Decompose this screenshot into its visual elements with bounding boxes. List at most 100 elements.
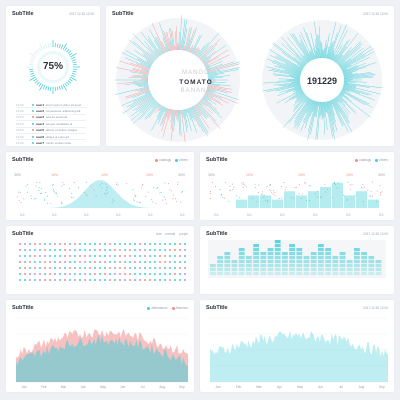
radial-ray	[157, 105, 162, 111]
scatter-point	[371, 195, 373, 197]
matrix-dot	[49, 249, 51, 251]
radial-ray	[300, 42, 312, 62]
bar-segment	[217, 264, 223, 268]
radial-ray	[317, 101, 321, 140]
scatter-point	[308, 185, 310, 187]
bar-segment	[231, 260, 238, 264]
gauge-tick	[67, 80, 72, 84]
list-time: 12:00	[16, 115, 24, 120]
matrix-dot	[79, 261, 81, 263]
matrix-dot	[184, 273, 186, 275]
radial-ray	[296, 92, 305, 99]
list-item[interactable]: 12:00 user7 minim veniam quis	[16, 140, 86, 146]
scatter-point	[134, 196, 136, 198]
radial-ray	[326, 46, 330, 59]
matrix-dot	[59, 261, 61, 263]
scatter-point	[301, 193, 303, 195]
radial-ray	[279, 86, 301, 93]
radial-ray	[182, 28, 188, 51]
radial-ray	[191, 106, 208, 137]
scatter-point	[336, 187, 338, 189]
bar-segment	[318, 264, 324, 268]
radial-ray	[184, 27, 191, 51]
bar-segment	[318, 272, 324, 276]
marker: 10%	[146, 173, 153, 177]
list-item[interactable]: 12:00 user2 consectetur adipiscing elit	[16, 108, 86, 115]
scatter-point	[267, 201, 269, 203]
card-title: SubTitle	[12, 231, 34, 237]
word-list: MANGO TOMATO BANANA	[148, 69, 244, 96]
scatter-point	[159, 192, 161, 194]
scatter-point	[61, 203, 63, 205]
gauge-tick	[45, 44, 48, 49]
radial-ray	[325, 101, 333, 138]
scatter-point	[33, 198, 35, 200]
bar-segment	[339, 264, 346, 268]
matrix-dot	[154, 267, 156, 269]
radial-ray	[204, 93, 221, 103]
radial-ray	[275, 84, 301, 92]
scatter-point	[269, 184, 271, 186]
matrix-dot	[79, 267, 81, 269]
matrix-dot	[34, 249, 36, 251]
radial-ray	[341, 90, 373, 108]
scatter-point	[380, 191, 382, 193]
bar-segment	[310, 264, 317, 268]
radial-ray	[292, 95, 308, 111]
list-item[interactable]: 12:00 user4 tempor incididunt ut	[16, 121, 86, 128]
legend-item: catalogs	[355, 158, 371, 162]
matrix-dot	[29, 279, 31, 281]
scatter-point	[229, 185, 231, 187]
radial-ray	[318, 101, 320, 106]
list-item[interactable]: 12:00 user5 labore et dolore magna	[16, 128, 86, 134]
bar-segment	[282, 264, 288, 268]
bar-segment	[325, 272, 331, 276]
radial-ray	[133, 74, 149, 77]
x-tick-label: Apr	[81, 385, 87, 389]
list-item[interactable]: 12:00 user1 lorem ipsum dolor sit amet	[16, 102, 86, 109]
scatter-point	[281, 197, 283, 199]
scatter-point	[251, 197, 253, 199]
matrix-dot	[19, 279, 21, 281]
bar-segment	[325, 248, 331, 252]
y-label: 30%	[208, 173, 215, 177]
bar-segment	[224, 256, 231, 260]
x-tick-label: 0.0	[148, 213, 153, 217]
bar-segment	[238, 256, 245, 260]
list-item[interactable]: 12:00 user6 aliqua ut enim ad	[16, 134, 86, 141]
matrix-dot	[29, 255, 31, 257]
radial-card: SubTitle 2017.12.30 12:00 MANGO TOMATO B…	[106, 6, 394, 146]
radial-ray	[191, 34, 202, 54]
gauge-tick	[70, 53, 77, 58]
matrix-dot	[19, 249, 21, 251]
matrix-dot	[74, 255, 76, 257]
radial-ray	[337, 43, 361, 66]
radial-ray	[147, 35, 162, 56]
radial-ray	[168, 109, 172, 121]
x-tick-label: 0.0	[280, 213, 285, 217]
matrix-dot	[114, 279, 116, 281]
status-dot	[32, 103, 34, 106]
radial-ray	[273, 82, 301, 86]
radial-ray	[310, 51, 315, 60]
radial-ray	[328, 101, 338, 132]
radial-ray	[161, 108, 169, 132]
gauge-tick	[38, 82, 42, 87]
gauge-tick	[47, 43, 50, 48]
matrix-dot	[124, 261, 126, 263]
radial-ray	[343, 85, 356, 90]
list-item[interactable]: 12:00 user3 sed do eiusmod	[16, 115, 86, 122]
x-tick-label: Mar	[256, 385, 262, 389]
bar-segment	[354, 272, 360, 276]
radial-ray	[341, 89, 370, 105]
bar-segment	[375, 268, 382, 272]
radial-ray	[140, 62, 151, 68]
radial-ray	[338, 61, 346, 67]
matrix-dot	[54, 243, 56, 245]
matrix-dot	[74, 267, 76, 269]
bar-segment	[318, 256, 324, 260]
radial-ray	[277, 87, 302, 96]
scatter-point	[142, 184, 144, 186]
radial-ray	[114, 86, 149, 95]
scatter-point	[73, 181, 75, 183]
